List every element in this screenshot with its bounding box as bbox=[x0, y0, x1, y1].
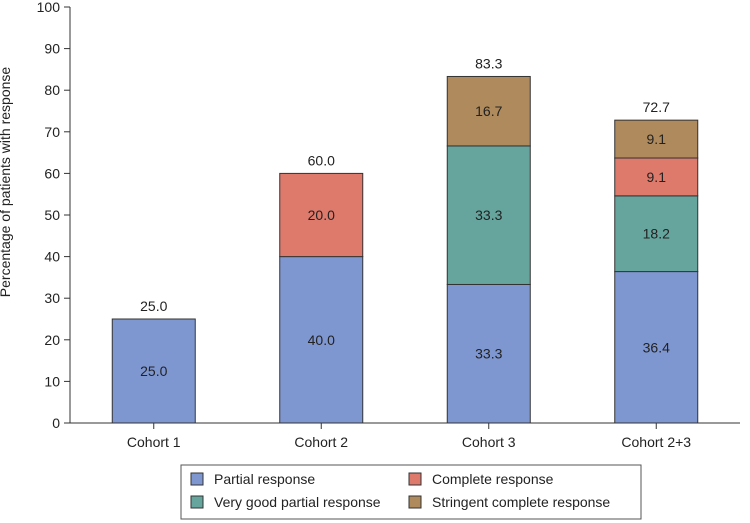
legend-entry-label: Complete response bbox=[432, 471, 554, 487]
segment-data-label: 20.0 bbox=[308, 207, 335, 223]
segment-data-label: 9.1 bbox=[647, 131, 667, 147]
total-data-label: 72.7 bbox=[643, 99, 670, 115]
y-tick-label: 30 bbox=[44, 290, 60, 306]
segment-data-label: 25.0 bbox=[140, 363, 167, 379]
bar-segment bbox=[279, 256, 364, 424]
bar-segment bbox=[111, 318, 196, 424]
total-data-label: 83.3 bbox=[475, 55, 502, 71]
bar-segment bbox=[614, 271, 699, 424]
segment-data-label: 18.2 bbox=[643, 226, 670, 242]
y-tick-label: 0 bbox=[52, 415, 60, 431]
segment-data-label: 9.1 bbox=[647, 169, 667, 185]
bar-segment bbox=[614, 195, 699, 273]
segment-data-label: 16.7 bbox=[475, 103, 502, 119]
y-tick-label: 20 bbox=[44, 332, 60, 348]
x-tick-label: Cohort 3 bbox=[462, 434, 516, 450]
x-axis: Cohort 1 Cohort 2 Cohort 3 Cohort 2+3 bbox=[70, 422, 740, 450]
y-tick-label: 40 bbox=[44, 249, 60, 265]
y-axis: 0 10 20 30 40 50 60 70 80 90 100 bbox=[37, 0, 71, 431]
legend-swatch bbox=[408, 472, 422, 486]
segment-data-label: 40.0 bbox=[308, 332, 335, 348]
bar-segment bbox=[446, 145, 531, 285]
y-tick-label: 60 bbox=[44, 165, 60, 181]
total-data-label: 60.0 bbox=[308, 152, 335, 168]
segment-data-label: 33.3 bbox=[475, 346, 502, 362]
legend-swatch bbox=[190, 495, 204, 509]
y-tick-label: 70 bbox=[44, 124, 60, 140]
y-tick-label: 90 bbox=[44, 41, 60, 57]
y-tick-label: 100 bbox=[37, 0, 61, 15]
bar-segment bbox=[446, 75, 531, 147]
segment-data-label: 33.3 bbox=[475, 207, 502, 223]
bar-segment bbox=[279, 172, 364, 258]
y-axis-title: Percentage of patients with response bbox=[0, 67, 13, 298]
x-tick-label: Cohort 2+3 bbox=[621, 434, 691, 450]
y-tick-label: 10 bbox=[44, 373, 60, 389]
legend-entry-label: Partial response bbox=[214, 471, 315, 487]
x-tick-label: Cohort 1 bbox=[127, 434, 181, 450]
bars: 25.0 25.0 40.0 20.0 60.0 33.3 33.3 16.7 83.3 36.4… bbox=[111, 55, 699, 424]
legend-entry-label: Very good partial response bbox=[214, 494, 381, 510]
bar-segment bbox=[614, 119, 699, 159]
y-tick-label: 80 bbox=[44, 82, 60, 98]
segment-data-label: 36.4 bbox=[643, 339, 670, 355]
total-data-label: 25.0 bbox=[140, 298, 167, 314]
legend-entry-label: Stringent complete response bbox=[432, 494, 610, 510]
legend-swatch bbox=[190, 472, 204, 486]
y-tick-label: 50 bbox=[44, 207, 60, 223]
legend-swatch bbox=[408, 495, 422, 509]
x-tick-label: Cohort 2 bbox=[294, 434, 348, 450]
legend: Partial response Complete response Very go… bbox=[180, 464, 642, 520]
